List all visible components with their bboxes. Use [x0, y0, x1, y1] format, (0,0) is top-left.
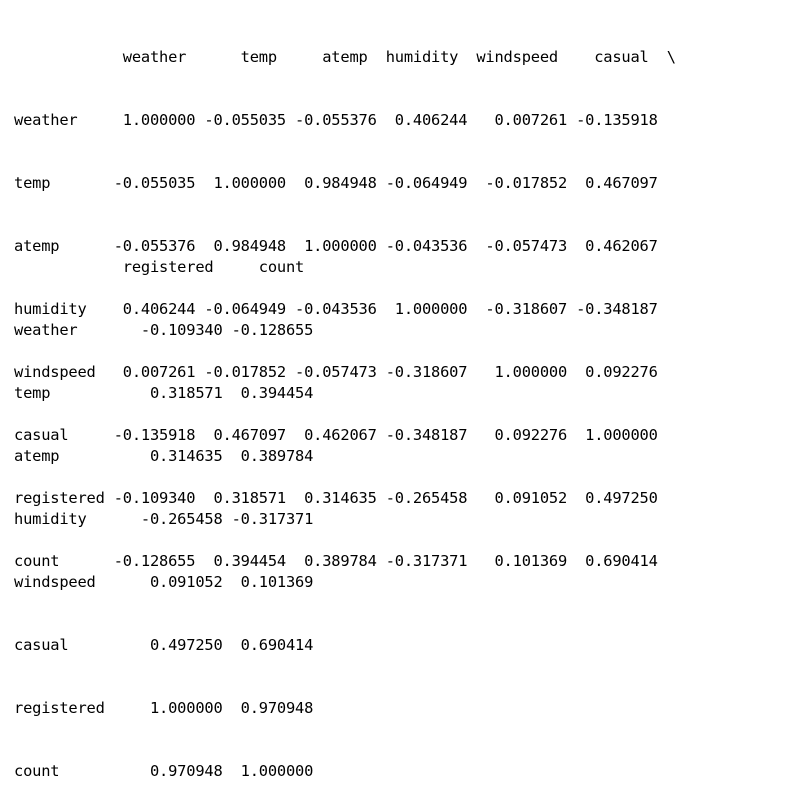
table-row-atemp: atemp 0.314635 0.389784	[14, 447, 314, 465]
table-row-casual: casual 0.497250 0.690414	[14, 636, 314, 654]
table-row-atemp: atemp -0.055376 0.984948 1.000000 -0.043…	[14, 237, 658, 255]
table-header: registered count	[14, 258, 305, 276]
table-header: weather temp atemp humidity windspeed ca…	[14, 48, 676, 66]
table-row-windspeed: windspeed 0.091052 0.101369	[14, 573, 314, 591]
table-row-weather: weather 1.000000 -0.055035 -0.055376 0.4…	[14, 111, 658, 129]
table-row-temp: temp 0.318571 0.394454	[14, 384, 314, 402]
table-row-registered: registered 1.000000 0.970948	[14, 699, 314, 717]
correlation-output-part2: registered count weather -0.109340 -0.12…	[14, 215, 313, 803]
table-row-count: count 0.970948 1.000000	[14, 762, 314, 780]
table-row-humidity: humidity -0.265458 -0.317371	[14, 510, 314, 528]
table-row-humidity: humidity 0.406244 -0.064949 -0.043536 1.…	[14, 300, 658, 318]
table-row-temp: temp -0.055035 1.000000 0.984948 -0.0649…	[14, 174, 658, 192]
table-row-weather: weather -0.109340 -0.128655	[14, 321, 314, 339]
table-row-windspeed: windspeed 0.007261 -0.017852 -0.057473 -…	[14, 363, 658, 381]
